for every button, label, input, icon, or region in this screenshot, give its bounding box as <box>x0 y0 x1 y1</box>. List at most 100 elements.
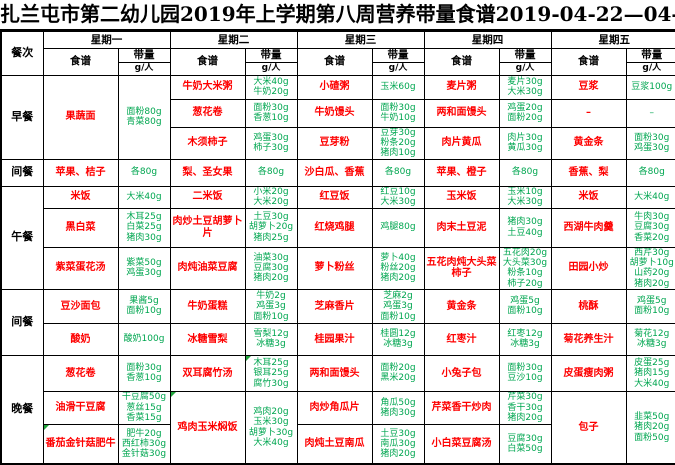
breakfast-wed-dish-3: 豆芽粉 <box>296 126 373 160</box>
breakfast-tue-amt-2: 面粉30g 香葱10g <box>244 98 298 128</box>
meal-label-snack1: 间餐 <box>0 158 44 187</box>
header-amount-thu: 带量 <box>498 47 552 63</box>
dinner-wed-amt-3: 土豆30g 南瓜30g 猪肉20g <box>371 423 425 465</box>
header-unit-fri: g/人 <box>625 61 675 76</box>
breakfast-mon-amt: 面粉80g 青菜80g <box>117 74 171 160</box>
snack1-wed-amt: 各80g <box>371 158 425 187</box>
snack2-tue-dish-1: 牛奶蛋糕 <box>169 288 246 324</box>
lunch-wed-dish-3: 萝卜粉丝 <box>296 246 373 290</box>
snack2-fri-amt-1: 鸡蛋5g 面粉10g <box>625 288 675 324</box>
breakfast-tue-dish-2: 葱花卷 <box>169 98 246 128</box>
header-day-mon: 星期一 <box>42 30 171 49</box>
lunch-tue-amt-1: 小米20g 大米20g <box>244 185 298 209</box>
lunch-mon-dish-2: 黑白菜 <box>42 207 119 248</box>
breakfast-fri-amt-3: 面粉30g 鸡蛋30g <box>625 126 675 160</box>
snack1-fri-amt: 各80g <box>625 158 675 187</box>
dinner-wed-dish-2: 肉炒角瓜片 <box>296 390 373 425</box>
breakfast-thu-amt-3: 肉片30g 黄瓜30g <box>498 126 552 160</box>
snack1-thu-amt: 各80g <box>498 158 552 187</box>
snack1-fri-dish: 香蕉、梨 <box>550 158 627 187</box>
snack1-thu-dish: 苹果、橙子 <box>423 158 500 187</box>
dinner-thu-amt-3: 豆腐30g 白菜50g <box>498 423 552 465</box>
breakfast-wed-dish-1: 小碴粥 <box>296 74 373 100</box>
snack2-thu-amt-1: 鸡蛋5g 面粉10g <box>498 288 552 324</box>
dinner-fri-amt-2: 韭菜50g 猪肉20g 面粉50g <box>625 390 675 465</box>
dinner-mon-dish-3: 番茄金针菇肥牛 <box>42 423 119 465</box>
header-day-thu: 星期四 <box>423 30 552 49</box>
header-unit-wed: g/人 <box>371 61 425 76</box>
breakfast-fri-dish-3: 黄金条 <box>550 126 627 160</box>
header-day-fri: 星期五 <box>550 30 675 49</box>
lunch-mon-amt-1: 大米40g <box>117 185 171 209</box>
breakfast-fri-amt-1: 豆浆100g <box>625 74 675 100</box>
lunch-wed-dish-1: 红豆饭 <box>296 185 373 209</box>
header-recipe-mon: 食谱 <box>42 47 119 76</box>
header-unit-tue: g/人 <box>244 61 298 76</box>
lunch-thu-dish-1: 玉米饭 <box>423 185 500 209</box>
dinner-thu-amt-1: 面粉30g 豆沙10g <box>498 354 552 392</box>
lunch-fri-dish-1: 米饭 <box>550 185 627 209</box>
dinner-fri-dish-1: 皮蛋瘦肉粥 <box>550 354 627 392</box>
snack1-tue-amt: 各80g <box>244 158 298 187</box>
breakfast-thu-dish-2: 两和面馒头 <box>423 98 500 128</box>
header-recipe-thu: 食谱 <box>423 47 500 76</box>
dinner-wed-dish-3: 肉炖土豆南瓜 <box>296 423 373 465</box>
breakfast-wed-amt-3: 豆芽30g 粉条20g 猪肉10g <box>371 126 425 160</box>
dinner-thu-dish-2: 芹菜香干炒肉 <box>423 390 500 425</box>
lunch-wed-amt-2: 鸡腿80g <box>371 207 425 248</box>
dinner-mon-dish-1: 葱花卷 <box>42 354 119 392</box>
header-recipe-fri: 食谱 <box>550 47 627 76</box>
lunch-fri-dish-2: 西湖牛肉羹 <box>550 207 627 248</box>
breakfast-tue-amt-1: 大米40g 牛奶20g <box>244 74 298 100</box>
lunch-thu-amt-2: 猪肉30g 土豆40g <box>498 207 552 248</box>
lunch-fri-amt-3: 西芹30g 胡萝卜10g 山药20g 猪肉20g <box>625 246 675 290</box>
snack2-wed-dish-2: 桂园果汁 <box>296 322 373 356</box>
dinner-wed-amt-2: 角瓜50g 猪肉30g <box>371 390 425 425</box>
snack2-mon-dish-1: 豆沙面包 <box>42 288 119 324</box>
header-recipe-wed: 食谱 <box>296 47 373 76</box>
header-day-wed: 星期三 <box>296 30 425 49</box>
lunch-thu-amt-1: 玉米10g 大米30g <box>498 185 552 209</box>
breakfast-tue-amt-3: 鸡蛋30g 柿子30g <box>244 126 298 160</box>
dinner-fri-dish-2: 包子 <box>550 390 627 465</box>
breakfast-thu-dish-1: 麦片粥 <box>423 74 500 100</box>
dinner-mon-amt-1: 面粉30g 香葱10g <box>117 354 171 392</box>
lunch-wed-amt-1: 红豆10g 大米30g <box>371 185 425 209</box>
lunch-thu-amt-3: 五花肉20g 大头菜30g 粉条10g 柿子20g <box>498 246 552 290</box>
lunch-thu-dish-2: 肉末土豆泥 <box>423 207 500 248</box>
lunch-fri-dish-3: 田园小炒 <box>550 246 627 290</box>
dinner-thu-amt-2: 芹菜30g 香干30g 猪肉20g <box>498 390 552 425</box>
breakfast-fri-amt-2: – <box>625 98 675 128</box>
snack1-tue-dish: 梨、圣女果 <box>169 158 246 187</box>
lunch-tue-amt-3: 油菜30g 豆腐30g 猪肉20g <box>244 246 298 290</box>
lunch-tue-amt-2: 土豆30g 胡萝卜20g 猪肉25g <box>244 207 298 248</box>
dinner-fri-amt-1: 皮蛋25g 猪肉15g 大米40g <box>625 354 675 392</box>
breakfast-wed-amt-1: 玉米60g <box>371 74 425 100</box>
breakfast-fri-dish-1: 豆浆 <box>550 74 627 100</box>
snack2-tue-amt-2: 雪梨12g 冰糖3g <box>244 322 298 356</box>
snack2-fri-dish-2: 菊花养生汁 <box>550 322 627 356</box>
snack2-wed-amt-2: 桂圆12g 冰糖3g <box>371 322 425 356</box>
snack2-mon-amt-1: 果酱5g 面粉10g <box>117 288 171 324</box>
breakfast-tue-dish-3: 木须柿子 <box>169 126 246 160</box>
header-amount-tue: 带量 <box>244 47 298 63</box>
breakfast-mon-dish: 果蔬面 <box>42 74 119 160</box>
header-recipe-tue: 食谱 <box>169 47 246 76</box>
snack2-thu-amt-2: 红枣12g 冰糖3g <box>498 322 552 356</box>
breakfast-thu-amt-1: 麦片30g 大米30g <box>498 74 552 100</box>
lunch-fri-amt-2: 牛肉30g 豆腐30g 香菜20g <box>625 207 675 248</box>
header-amount-mon: 带量 <box>117 47 171 63</box>
snack2-fri-amt-2: 菊花12g 冰糖3g <box>625 322 675 356</box>
menu-table: 餐次 星期一 星期二 星期三 星期四 星期五 食谱 带量 食谱 带量 食谱 带量… <box>0 30 675 465</box>
breakfast-fri-dish-2: – <box>550 98 627 128</box>
lunch-tue-dish-1: 二米饭 <box>169 185 246 209</box>
dinner-tue-amt-2: 鸡肉20g 玉米30g 胡萝卜30g 大米40g <box>244 390 298 465</box>
snack2-tue-dish-2: 冰糖雪梨 <box>169 322 246 356</box>
snack1-mon-amt: 各80g <box>117 158 171 187</box>
breakfast-tue-dish-1: 牛奶大米粥 <box>169 74 246 100</box>
dinner-tue-amt-1: 木耳25g 银耳25g 腐竹30g <box>244 354 298 392</box>
dinner-thu-dish-1: 小兔子包 <box>423 354 500 392</box>
lunch-tue-dish-3: 肉炖油菜豆腐 <box>169 246 246 290</box>
snack2-thu-dish-1: 黄金条 <box>423 288 500 324</box>
lunch-tue-dish-2: 肉炒土豆胡萝卜片 <box>169 207 246 248</box>
